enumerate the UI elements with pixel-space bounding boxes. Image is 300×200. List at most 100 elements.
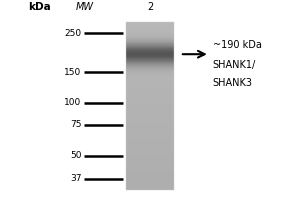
Bar bbox=[126, 119, 174, 120]
Bar bbox=[126, 99, 174, 100]
Bar bbox=[126, 42, 174, 43]
Bar bbox=[126, 59, 174, 60]
Bar bbox=[126, 184, 174, 185]
Bar bbox=[126, 150, 174, 151]
Bar bbox=[126, 172, 174, 173]
Bar bbox=[126, 85, 174, 86]
Bar bbox=[126, 58, 174, 59]
Bar bbox=[126, 76, 174, 77]
Bar bbox=[126, 117, 174, 118]
Bar bbox=[126, 120, 174, 121]
Bar bbox=[126, 24, 174, 25]
Bar bbox=[126, 132, 174, 133]
Bar bbox=[126, 110, 174, 111]
Bar bbox=[126, 49, 174, 50]
Bar bbox=[126, 147, 174, 148]
Bar bbox=[126, 133, 174, 134]
Bar bbox=[126, 163, 174, 164]
Bar bbox=[126, 152, 174, 153]
Bar bbox=[126, 81, 174, 82]
Bar bbox=[126, 23, 174, 24]
Bar bbox=[126, 151, 174, 152]
Bar bbox=[126, 66, 174, 67]
Bar bbox=[126, 113, 174, 114]
Text: 150: 150 bbox=[64, 68, 81, 77]
Bar bbox=[126, 104, 174, 105]
Bar bbox=[126, 175, 174, 176]
Bar bbox=[126, 67, 174, 68]
Bar bbox=[126, 73, 174, 74]
Bar bbox=[126, 98, 174, 99]
Bar bbox=[126, 62, 174, 63]
Bar bbox=[126, 103, 174, 104]
Bar bbox=[126, 22, 174, 23]
Bar bbox=[126, 72, 174, 73]
Bar bbox=[126, 66, 174, 67]
Text: 250: 250 bbox=[64, 29, 81, 38]
Bar bbox=[126, 88, 174, 89]
Bar bbox=[126, 153, 174, 154]
Text: ~190 kDa: ~190 kDa bbox=[213, 40, 262, 50]
Bar bbox=[126, 134, 174, 135]
Bar bbox=[126, 89, 174, 90]
Bar bbox=[126, 176, 174, 177]
Bar bbox=[126, 90, 174, 91]
Bar bbox=[126, 93, 174, 94]
Bar bbox=[126, 50, 174, 51]
Bar bbox=[126, 29, 174, 30]
Bar bbox=[126, 42, 174, 43]
Bar bbox=[126, 52, 174, 53]
Bar bbox=[126, 69, 174, 70]
Bar bbox=[126, 131, 174, 132]
Bar bbox=[126, 160, 174, 161]
Bar bbox=[126, 65, 174, 66]
Bar bbox=[126, 114, 174, 115]
Bar bbox=[126, 100, 174, 101]
Bar bbox=[126, 32, 174, 33]
Bar bbox=[126, 70, 174, 71]
Text: 2: 2 bbox=[147, 2, 153, 12]
Bar bbox=[126, 39, 174, 40]
Bar bbox=[126, 178, 174, 179]
Bar bbox=[126, 96, 174, 97]
Bar bbox=[126, 54, 174, 55]
Bar bbox=[126, 33, 174, 34]
Bar bbox=[126, 95, 174, 96]
Bar bbox=[126, 51, 174, 52]
Bar bbox=[126, 108, 174, 109]
Bar bbox=[126, 71, 174, 72]
Bar bbox=[126, 105, 174, 106]
Bar bbox=[126, 142, 174, 143]
Bar bbox=[126, 122, 174, 123]
Bar bbox=[126, 166, 174, 167]
Bar bbox=[126, 47, 174, 48]
Bar bbox=[126, 76, 174, 77]
Bar bbox=[126, 181, 174, 182]
Bar bbox=[126, 61, 174, 62]
Bar bbox=[126, 30, 174, 31]
Bar bbox=[126, 80, 174, 81]
Bar bbox=[126, 159, 174, 160]
Bar bbox=[126, 126, 174, 127]
Bar bbox=[126, 179, 174, 180]
Bar bbox=[126, 129, 174, 130]
Bar bbox=[126, 156, 174, 157]
Bar bbox=[126, 75, 174, 76]
Bar bbox=[126, 165, 174, 166]
Bar bbox=[126, 36, 174, 37]
Bar bbox=[126, 154, 174, 155]
Bar bbox=[126, 113, 174, 114]
Bar bbox=[126, 61, 174, 62]
Bar bbox=[126, 91, 174, 92]
Text: SHANK3: SHANK3 bbox=[213, 78, 253, 88]
Bar bbox=[126, 81, 174, 82]
Bar bbox=[126, 182, 174, 183]
Bar bbox=[126, 22, 174, 190]
Bar bbox=[126, 53, 174, 54]
Bar bbox=[126, 146, 174, 147]
Bar bbox=[126, 86, 174, 87]
Bar bbox=[126, 164, 174, 165]
Bar bbox=[126, 38, 174, 39]
Bar bbox=[126, 180, 174, 181]
Bar bbox=[126, 48, 174, 49]
